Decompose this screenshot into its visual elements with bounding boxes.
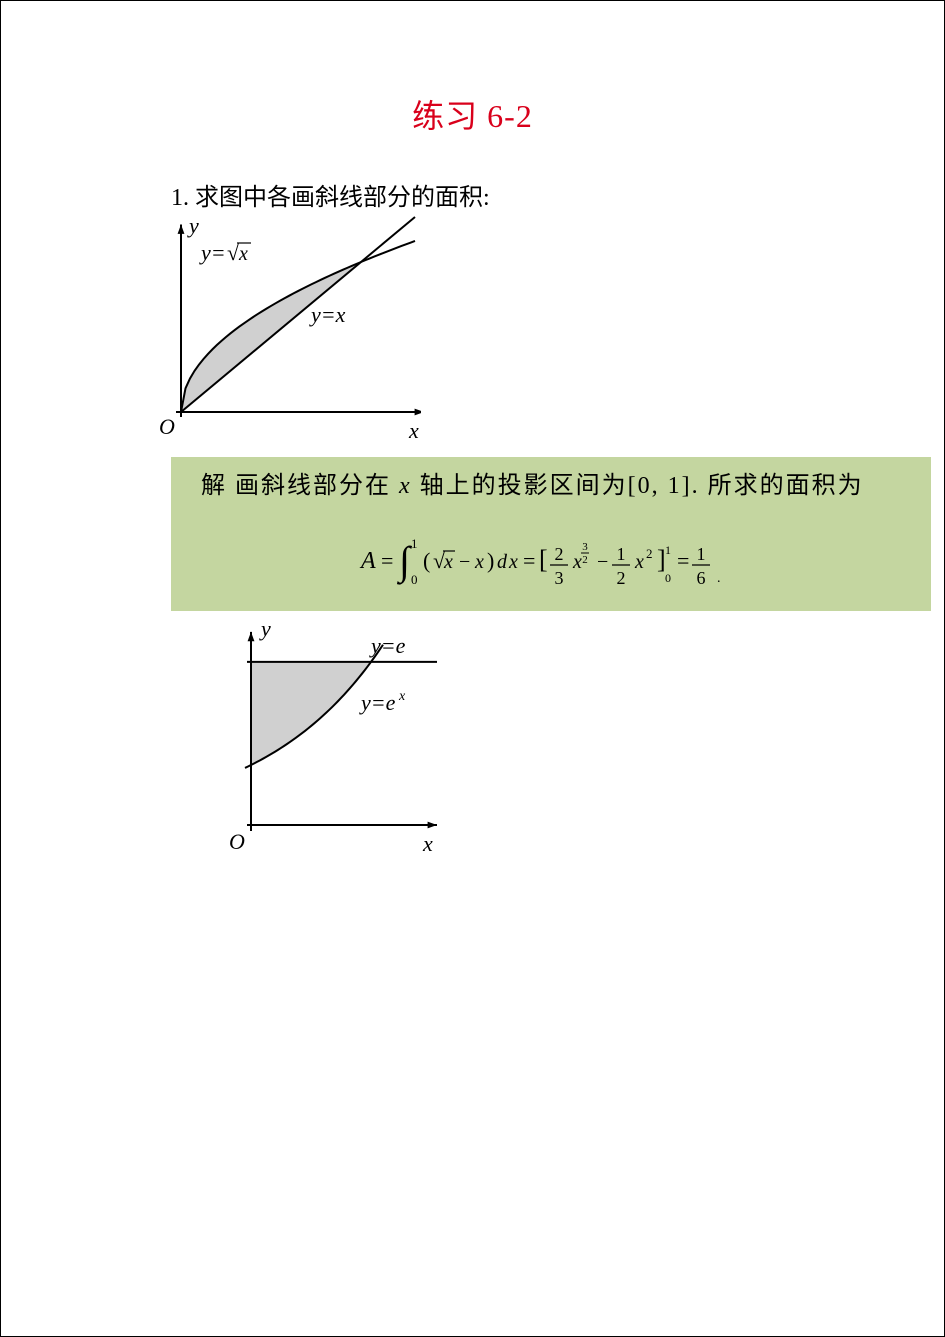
solution-block: 解 画斜线部分在 x 轴上的投影区间为[0, 1]. 所求的面积为 A=∫10(… (171, 457, 931, 611)
problem-statement: 1. 求图中各画斜线部分的面积: (171, 177, 944, 212)
svg-text:): ) (487, 548, 494, 573)
svg-text:=: = (677, 548, 689, 573)
solution-text-line: 解 画斜线部分在 x 轴上的投影区间为[0, 1]. 所求的面积为 (201, 465, 921, 500)
svg-text:2: 2 (582, 554, 588, 566)
solution-suffix: 轴上的投影区间为[0, 1]. 所求的面积为 (412, 473, 864, 499)
figure-1-svg: Oxyy=√xy=x (141, 212, 421, 452)
svg-text:x: x (474, 551, 484, 573)
svg-text:A: A (359, 548, 376, 574)
svg-text:2: 2 (646, 546, 653, 561)
svg-text:1: 1 (697, 544, 706, 564)
svg-text:2: 2 (555, 544, 564, 564)
svg-text:2: 2 (617, 568, 626, 588)
solution-formula: A=∫10(√x−x)dx=[23x32−12x2]10=16. (201, 518, 921, 603)
solution-var-x: x (399, 473, 412, 499)
svg-text:0: 0 (411, 572, 418, 587)
figure-2-svg: Oxyy=ey=ex (211, 615, 441, 865)
svg-text:x: x (508, 551, 518, 573)
page-title: 练习 6-2 (1, 91, 944, 137)
svg-text:x: x (238, 243, 248, 265)
svg-text:x: x (422, 831, 433, 856)
figure-2: Oxyy=ey=ex (211, 615, 944, 870)
svg-text:3: 3 (555, 568, 564, 588)
svg-text:x: x (634, 551, 644, 573)
problem-text: 求图中各画斜线部分的面积: (195, 185, 490, 211)
page: 练习 6-2 1. 求图中各画斜线部分的面积: Oxyy=√xy=x 解 画斜线… (0, 0, 945, 1337)
svg-text:1: 1 (665, 543, 671, 557)
svg-text:x: x (572, 551, 582, 573)
svg-text:O: O (159, 414, 175, 439)
svg-text:[: [ (539, 545, 548, 574)
svg-text:(: ( (423, 548, 430, 573)
svg-text:=: = (523, 548, 535, 573)
svg-text:6: 6 (697, 568, 706, 588)
svg-text:1: 1 (617, 544, 626, 564)
svg-text:.: . (717, 571, 721, 586)
svg-text:y=x: y=x (309, 302, 346, 327)
svg-text:=: = (381, 548, 393, 573)
svg-text:x: x (398, 689, 406, 704)
svg-text:y=: y= (199, 240, 226, 265)
svg-text:y=e: y=e (359, 690, 396, 715)
svg-text:y: y (187, 213, 199, 238)
svg-text:x: x (408, 418, 419, 443)
svg-text:y=e: y=e (369, 633, 406, 658)
problem-number: 1. (171, 185, 189, 211)
svg-text:−: − (597, 551, 608, 573)
svg-text:O: O (229, 829, 245, 854)
formula-svg: A=∫10(√x−x)dx=[23x32−12x2]10=16. (351, 518, 771, 598)
solution-prefix: 解 画斜线部分在 (201, 473, 399, 499)
svg-text:3: 3 (582, 541, 588, 553)
svg-text:x: x (443, 551, 453, 573)
svg-text:y: y (259, 616, 271, 641)
svg-text:0: 0 (665, 571, 671, 585)
figure-1: Oxyy=√xy=x (141, 212, 944, 457)
svg-text:−: − (459, 551, 470, 573)
svg-text:1: 1 (411, 536, 418, 551)
svg-text:d: d (497, 551, 508, 573)
